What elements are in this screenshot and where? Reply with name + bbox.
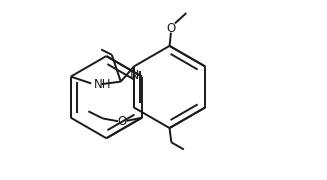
Text: N: N <box>130 69 139 82</box>
Text: O: O <box>167 22 176 35</box>
Text: NH: NH <box>94 78 112 91</box>
Text: O: O <box>118 116 127 129</box>
